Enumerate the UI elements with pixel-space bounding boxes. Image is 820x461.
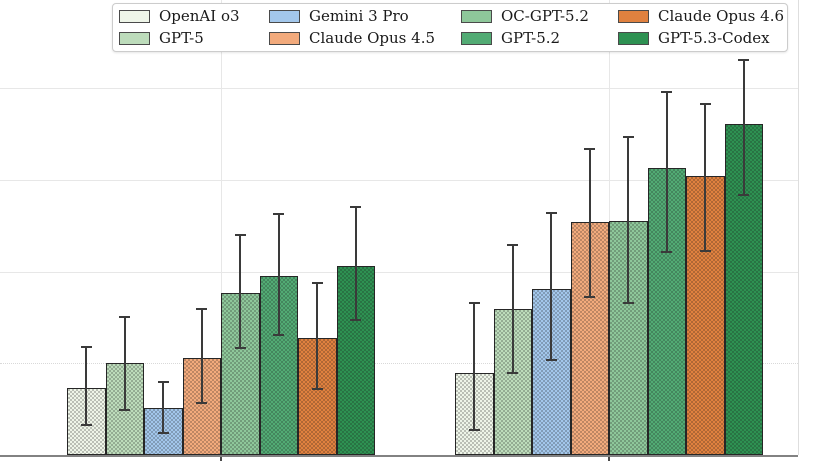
legend-item-gpt-5-2: GPT-5.2 <box>461 28 618 47</box>
x-axis-tick <box>608 457 610 461</box>
reference-line-dotted <box>0 363 798 365</box>
legend-item-gemini-3-pro: Gemini 3 Pro <box>269 9 461 24</box>
error-bar-cap-bottom <box>738 194 750 197</box>
legend-swatch-gpt-5 <box>119 31 150 45</box>
error-bar-cap-top <box>622 135 634 138</box>
legend-item-gpt-5: GPT-5 <box>119 28 269 47</box>
error-bar <box>162 381 165 433</box>
error-bar-cap-bottom <box>468 429 480 432</box>
error-bar-cap-top <box>80 345 92 348</box>
error-bar-cap-bottom <box>119 409 131 412</box>
legend-item-oc-gpt-5-2: OC-GPT-5.2 <box>461 9 618 24</box>
error-bar-cap-top <box>738 58 750 61</box>
legend-item-claude-opus-4-5: Claude Opus 4.5 <box>269 28 461 47</box>
error-bar <box>123 317 126 411</box>
error-bar-cap-bottom <box>80 423 92 426</box>
legend-label-openai-o3: OpenAI o3 <box>159 7 240 26</box>
plot-right-spine <box>798 0 799 455</box>
error-bar-cap-top <box>468 301 480 304</box>
error-bar-cap-bottom <box>350 319 362 322</box>
legend-swatch-openai-o3 <box>119 10 150 24</box>
error-bar-cap-bottom <box>234 346 246 349</box>
error-bar <box>354 207 357 321</box>
error-bar <box>200 309 203 403</box>
error-bar <box>742 59 745 196</box>
gridline-horizontal <box>0 88 798 89</box>
error-bar-cap-top <box>273 212 285 215</box>
error-bar-cap-top <box>311 282 323 285</box>
legend-swatch-gemini-3-pro <box>269 10 300 24</box>
legend-label-gpt-5: GPT-5 <box>159 28 204 47</box>
gridline-horizontal <box>0 179 798 181</box>
legend-label-gpt-5-3-codex: GPT-5.3-Codex <box>658 28 770 47</box>
bar-claude-opus-4-5-group2 <box>570 221 609 455</box>
legend-label-claude-opus-4-5: Claude Opus 4.5 <box>309 28 436 47</box>
legend-label-claude-opus-4-6: Claude Opus 4.6 <box>658 7 785 26</box>
error-bar-cap-top <box>545 211 557 214</box>
error-bar-cap-bottom <box>545 358 557 361</box>
legend-swatch-claude-opus-4-6 <box>618 10 649 24</box>
error-bar <box>511 244 514 374</box>
legend-item-openai-o3: OpenAI o3 <box>119 9 269 24</box>
legend-swatch-oc-gpt-5-2 <box>461 10 492 24</box>
error-bar-cap-top <box>119 316 131 319</box>
gridline-horizontal <box>0 271 798 273</box>
legend: OpenAI o3 GPT-5 Gemini 3 Pro Claude Opus… <box>112 3 788 52</box>
x-axis-line <box>0 455 798 457</box>
error-bar-cap-bottom <box>311 387 323 390</box>
legend-swatch-gpt-5-3-codex <box>618 31 649 45</box>
legend-item-gpt-5-3-codex: GPT-5.3-Codex <box>618 28 789 47</box>
error-bar <box>473 302 476 431</box>
error-bar-cap-bottom <box>699 250 711 253</box>
error-bar-cap-top <box>350 206 362 209</box>
error-bar-cap-top <box>507 243 519 246</box>
error-bar <box>85 346 88 425</box>
error-bar-cap-bottom <box>661 251 673 254</box>
error-bar-cap-bottom <box>157 431 169 434</box>
gridline-vertical <box>221 0 222 455</box>
bar-oc-gpt-5-2-group1 <box>221 292 260 455</box>
error-bar-cap-bottom <box>507 372 519 375</box>
error-bar-cap-top <box>661 90 673 93</box>
error-bar-cap-bottom <box>622 301 634 304</box>
x-axis-tick <box>220 457 222 461</box>
error-bar <box>588 148 591 298</box>
error-bar <box>239 234 242 348</box>
error-bar-cap-top <box>157 380 169 383</box>
error-bar <box>277 213 280 335</box>
legend-swatch-claude-opus-4-5 <box>269 31 300 45</box>
error-bar <box>704 103 707 252</box>
error-bar-cap-top <box>196 308 208 311</box>
legend-label-gemini-3-pro: Gemini 3 Pro <box>309 7 409 26</box>
legend-label-oc-gpt-5-2: OC-GPT-5.2 <box>501 7 589 26</box>
error-bar-cap-bottom <box>273 333 285 336</box>
legend-label-gpt-5-2: GPT-5.2 <box>501 28 561 47</box>
error-bar-cap-top <box>584 147 596 150</box>
bar-claude-opus-4-6-group1 <box>298 337 337 455</box>
error-bar-cap-bottom <box>584 296 596 299</box>
error-bar <box>316 283 319 389</box>
legend-swatch-gpt-5-2 <box>461 31 492 45</box>
error-bar <box>550 212 553 360</box>
error-bar-cap-bottom <box>196 401 208 404</box>
legend-item-claude-opus-4-6: Claude Opus 4.6 <box>618 9 789 24</box>
error-bar <box>627 136 630 303</box>
error-bar-cap-top <box>234 233 246 236</box>
error-bar-cap-top <box>699 102 711 105</box>
error-bar <box>665 91 668 253</box>
